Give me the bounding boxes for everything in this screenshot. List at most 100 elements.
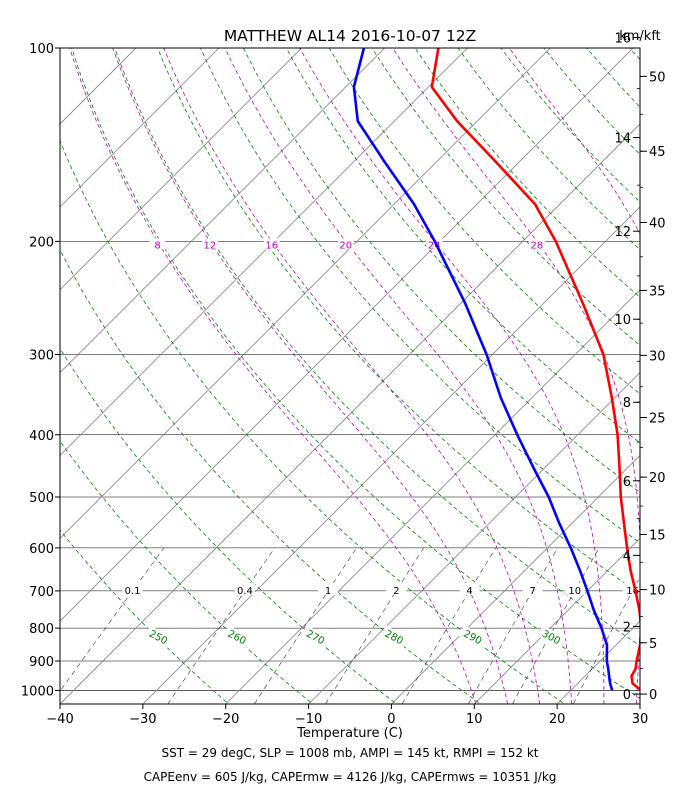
km-tick-label-3: 6 [623, 475, 631, 490]
moist-adiabat-label-bg-2 [263, 238, 280, 250]
x-tick-label-2: −20 [212, 712, 239, 727]
p-tick-label-2: 800 [29, 622, 54, 637]
mixing-ratio-line-3 [325, 547, 424, 704]
p-tick-label-9: 100 [29, 42, 54, 57]
moist-adiabat-label-3: 20 [339, 240, 352, 251]
mixing-ratio-label-bg-1 [234, 582, 255, 595]
p-tick-label-5: 500 [29, 491, 54, 506]
dry-adiabat-label-bg-2 [301, 625, 331, 649]
p-tick-label-3: 700 [29, 585, 54, 600]
moist-adiabat-label-bg-5 [528, 238, 545, 250]
dry-adiabat-label-bg-0 [144, 625, 174, 649]
dry-adiabat-280 [60, 249, 482, 704]
isotherm--40 [60, 123, 640, 704]
dry-adiabat-label-bg-3 [380, 625, 409, 649]
right-axis-label: km/kft [619, 29, 661, 44]
dry-adiabat-label-bg-4 [458, 625, 488, 649]
plot-background [60, 48, 640, 704]
p-tick-label-6: 400 [29, 429, 54, 444]
moist-adiabat-16 [163, 48, 540, 704]
dry-adiabat-320 [157, 48, 640, 595]
mixing-ratio-line-2 [254, 547, 357, 704]
km-tick-label-1: 2 [623, 620, 631, 635]
dry-adiabat-340 [243, 48, 640, 493]
mixing-ratio-label-bg-5 [522, 582, 543, 595]
km-tick-label-7: 14 [614, 132, 631, 147]
kft-tick-label-5: 25 [649, 412, 666, 427]
isotherm--60 [60, 48, 551, 539]
dry-adiabat-label-bg-1 [223, 625, 252, 649]
moist-adiabat-label-bg-4 [426, 238, 443, 250]
isotherm--50 [60, 48, 634, 622]
kft-tick-label-0: 0 [649, 688, 657, 703]
kft-tick-label-9: 45 [649, 145, 666, 160]
x-tick-label-0: −40 [46, 712, 73, 727]
moist-adiabat-label-4: 24 [428, 240, 441, 251]
mixing-ratio-label-6: 10 [568, 586, 581, 597]
isotherm-0 [391, 454, 640, 704]
moist-adiabat-12 [112, 48, 509, 704]
mixing-ratio-line-7 [572, 576, 640, 704]
dry-adiabat-270 [60, 347, 398, 704]
kft-tick-label-10: 50 [649, 70, 666, 85]
dry-adiabat-360 [328, 48, 640, 395]
moist-adiabat-24 [299, 48, 605, 704]
mixing-ratio-label-3: 2 [393, 586, 399, 597]
dry-adiabat-260 [60, 440, 314, 704]
isotherm--100 [60, 48, 220, 208]
p-tick-label-1: 900 [29, 655, 54, 670]
kft-tick-label-7: 35 [649, 284, 666, 299]
dry-adiabat-370 [371, 48, 640, 346]
isotherm--120 [0, 48, 53, 704]
moist-adiabat-label-1: 12 [204, 240, 217, 251]
moist-adiabat-label-bg-3 [337, 238, 354, 250]
moist-adiabat-label-bg-1 [201, 238, 218, 250]
km-tick-label-8: 16 [614, 32, 631, 47]
mixing-ratio-label-4: 4 [466, 586, 472, 597]
x-tick-label-5: 10 [466, 712, 483, 727]
axes: −40 −30 −20 −10 0 10 20 30100090080070060050040… [21, 32, 666, 727]
dewpoint-profile-line [352, 48, 614, 691]
km-tick-label-5: 10 [614, 313, 631, 328]
dry-adiabat-label-bg-5 [537, 625, 566, 649]
x-tick-label-6: 20 [549, 712, 566, 727]
profile-lines [352, 48, 640, 692]
mixing-ratio-label-bg-7 [622, 582, 643, 595]
temperature-profile-line [430, 48, 640, 692]
moist-adiabat-label-0: 8 [154, 240, 160, 251]
p-tick-label-4: 600 [29, 542, 54, 557]
isotherm--80 [60, 48, 385, 374]
p-tick-label-8: 200 [29, 235, 54, 250]
kft-tick-label-2: 10 [649, 584, 666, 599]
x-tick-label-3: −10 [295, 712, 322, 727]
mixing-ratio-label-1: 0.4 [237, 586, 253, 597]
isotherm--10 [308, 372, 640, 704]
p-tick-label-0: 1000 [21, 684, 54, 699]
chart-title: MATTHEW AL14 2016-10-07 12Z [224, 27, 476, 45]
kft-tick-label-3: 15 [649, 528, 666, 543]
mixing-ratio-label-bg-2 [318, 582, 339, 595]
mixing-ratio-label-0: 0.1 [125, 586, 141, 597]
dry-adiabat-300 [71, 48, 640, 699]
footer-line-2: CAPEenv = 605 J/kg, CAPErmw = 4126 J/kg,… [143, 770, 557, 784]
mixing-ratio-label-7: 16 [626, 586, 639, 597]
moist-adiabat-label-bg-0 [149, 238, 166, 250]
mixing-ratio-label-bg-6 [564, 582, 585, 595]
km-tick-label-6: 12 [614, 225, 631, 240]
moist-adiabat-20 [224, 48, 573, 704]
mixing-ratio-line-1 [167, 547, 275, 704]
moist-adiabat-8 [69, 48, 477, 704]
mixing-ratio-label-5: 7 [529, 586, 535, 597]
footer-line-1: SST = 29 degC, SLP = 1008 mb, AMPI = 145… [161, 746, 539, 760]
mixing-ratio-line-0 [60, 547, 165, 692]
km-tick-label-0: 0 [623, 688, 631, 703]
mixing-ratio-label-bg-0 [122, 582, 143, 595]
dry-adiabat-310 [114, 48, 640, 647]
dry-adiabat-290 [60, 139, 566, 704]
x-tick-label-7: 30 [632, 712, 649, 727]
km-tick-label-2: 4 [623, 549, 631, 564]
p-tick-label-7: 300 [29, 348, 54, 363]
kft-tick-label-4: 20 [649, 471, 666, 486]
